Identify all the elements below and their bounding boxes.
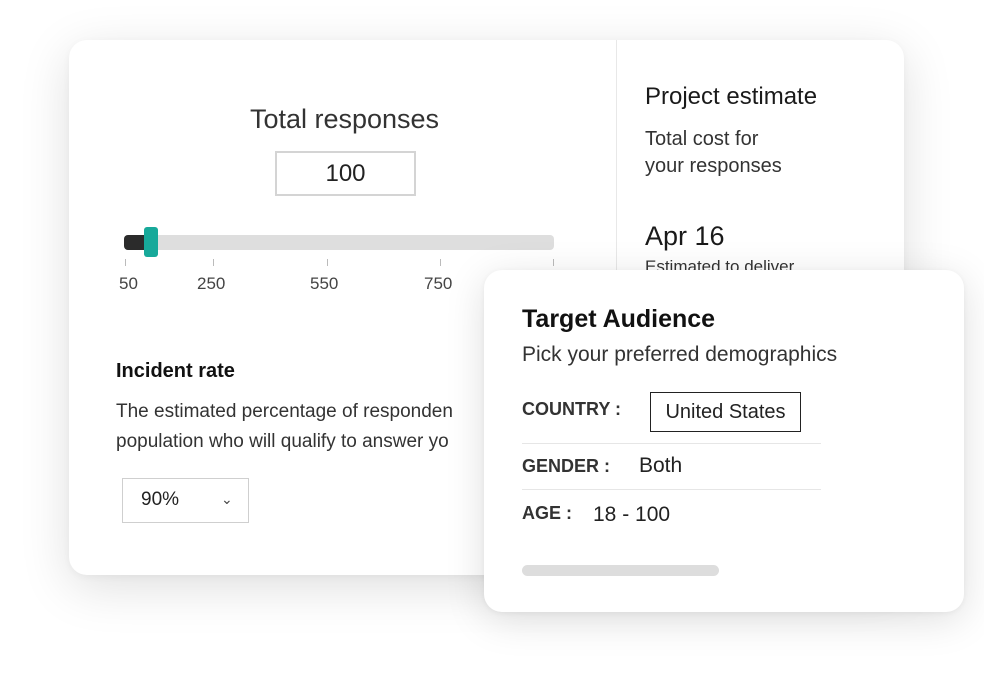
slider-tick-mark xyxy=(553,259,554,266)
target-audience-subtitle: Pick your preferred demographics xyxy=(522,343,838,366)
estimate-sub-line: your responses xyxy=(645,155,782,177)
slider-tick-mark xyxy=(440,259,441,266)
slider-tick-label: 750 xyxy=(424,274,453,293)
total-responses-input[interactable]: 100 xyxy=(275,151,416,196)
delivery-date: Apr 16 xyxy=(645,221,725,251)
incident-desc-line: population who will qualify to answer yo xyxy=(116,431,449,452)
slider-tick-label: 250 xyxy=(197,274,226,293)
responses-slider-fill xyxy=(124,235,148,250)
age-value[interactable]: 18 - 100 xyxy=(593,503,671,526)
slider-tick-mark xyxy=(125,259,126,266)
target-audience-title: Target Audience xyxy=(522,305,716,333)
incident-desc-line: The estimated percentage of responden xyxy=(116,401,453,422)
incident-rate-description: The estimated percentage of responden po… xyxy=(116,397,586,457)
incident-rate-value: 90% xyxy=(141,489,180,510)
total-responses-title: Total responses xyxy=(249,104,440,134)
slider-tick-mark xyxy=(213,259,214,266)
slider-tick-label: 50 xyxy=(119,274,138,293)
gender-value[interactable]: Both xyxy=(639,454,683,477)
estimate-sub-line: Total cost for xyxy=(645,128,759,150)
row-divider xyxy=(522,489,821,490)
progress-bar-placeholder xyxy=(522,565,719,576)
project-estimate-title: Project estimate xyxy=(645,83,818,110)
incident-rate-select[interactable]: 90% ⌄ xyxy=(122,478,249,523)
country-label: COUNTRY : xyxy=(522,399,621,419)
chevron-down-icon: ⌄ xyxy=(221,491,233,507)
slider-tick-label: 550 xyxy=(310,274,339,293)
age-label: AGE : xyxy=(522,503,573,523)
responses-slider-track[interactable] xyxy=(124,235,554,250)
country-select[interactable]: United States xyxy=(650,392,801,432)
slider-tick-mark xyxy=(327,259,328,266)
incident-rate-title: Incident rate xyxy=(116,360,235,382)
gender-label: GENDER : xyxy=(522,456,611,476)
project-estimate-subtitle: Total cost for your responses xyxy=(645,126,782,180)
row-divider xyxy=(522,443,821,444)
target-audience-card: Target Audience Pick your preferred demo… xyxy=(484,270,964,612)
responses-slider-thumb[interactable] xyxy=(144,227,158,257)
